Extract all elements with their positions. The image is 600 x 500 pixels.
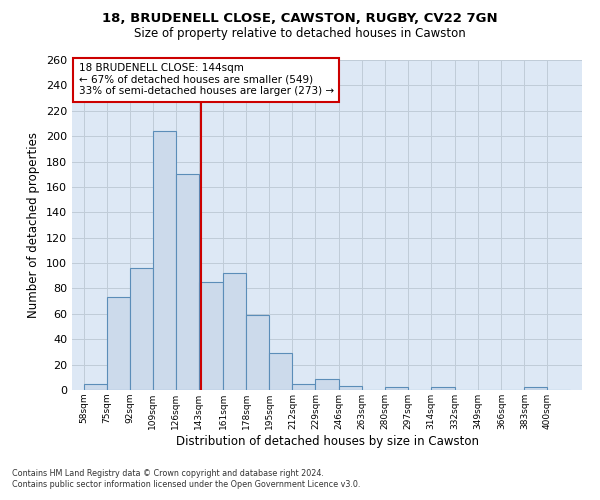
Bar [431, 388, 455, 390]
Bar [338, 386, 362, 390]
Text: Contains public sector information licensed under the Open Government Licence v3: Contains public sector information licen… [12, 480, 361, 489]
Text: 18, BRUDENELL CLOSE, CAWSTON, RUGBY, CV22 7GN: 18, BRUDENELL CLOSE, CAWSTON, RUGBY, CV2… [102, 12, 498, 26]
Bar [385, 388, 408, 390]
Text: Contains HM Land Registry data © Crown copyright and database right 2024.: Contains HM Land Registry data © Crown c… [12, 468, 324, 477]
Bar [130, 268, 153, 390]
Text: 18 BRUDENELL CLOSE: 144sqm
← 67% of detached houses are smaller (549)
33% of sem: 18 BRUDENELL CLOSE: 144sqm ← 67% of deta… [79, 64, 334, 96]
Bar [223, 273, 246, 390]
Bar [199, 282, 223, 390]
Bar [83, 384, 107, 390]
Bar [153, 131, 176, 390]
Bar [524, 388, 547, 390]
X-axis label: Distribution of detached houses by size in Cawston: Distribution of detached houses by size … [176, 434, 479, 448]
Bar [316, 378, 338, 390]
Bar [292, 384, 316, 390]
Bar [107, 298, 130, 390]
Bar [246, 315, 269, 390]
Bar [269, 353, 292, 390]
Bar [176, 174, 199, 390]
Y-axis label: Number of detached properties: Number of detached properties [28, 132, 40, 318]
Text: Size of property relative to detached houses in Cawston: Size of property relative to detached ho… [134, 28, 466, 40]
